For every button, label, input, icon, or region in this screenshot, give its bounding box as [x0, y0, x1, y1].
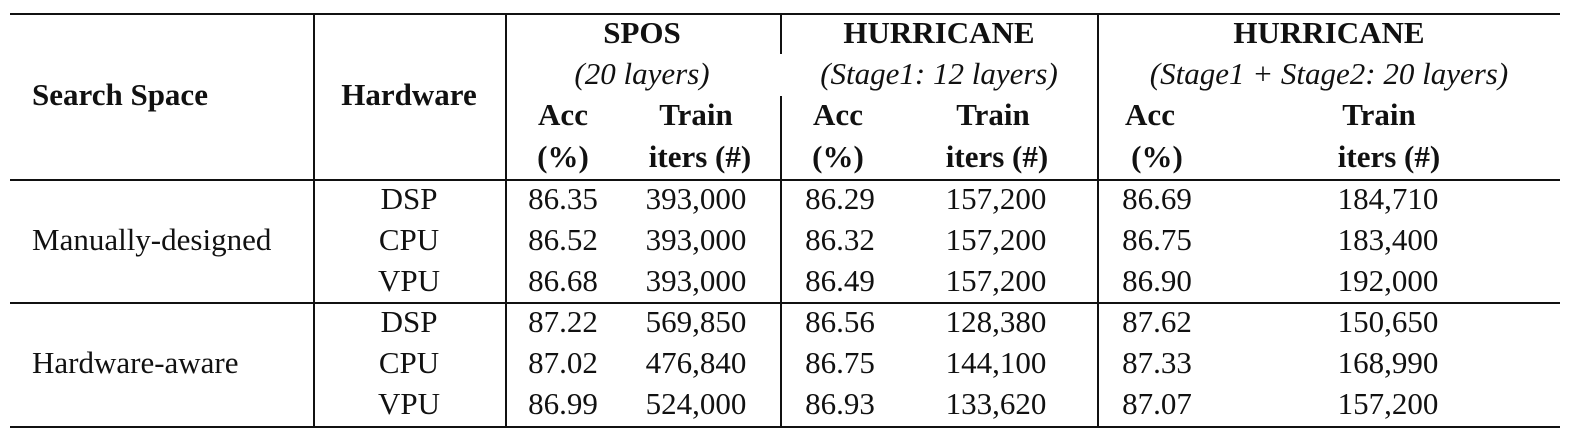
cell-stage12-iters: 184,710 [1337, 181, 1439, 216]
cell-spos-iters: 393,000 [645, 181, 747, 216]
group-title-hurricane-stage1: HURRICANE [843, 15, 1035, 50]
cell-stage1-iters: 133,620 [945, 386, 1047, 421]
cell-stage1-iters: 157,200 [945, 263, 1047, 298]
cell-stage1-acc: 86.56 [805, 304, 875, 339]
acc-header-1: Acc [538, 97, 588, 132]
cell-stage12-acc: 87.33 [1122, 345, 1192, 380]
train-header-1: Train [659, 97, 733, 132]
cell-stage12-iters: 157,200 [1337, 386, 1439, 421]
cell-stage12-iters: 183,400 [1337, 222, 1439, 257]
train-unit-2: iters (#) [945, 139, 1049, 174]
cell-spos-acc: 86.52 [528, 222, 598, 257]
hardware-header: Hardware [341, 77, 477, 112]
cell-stage12-acc: 86.90 [1122, 263, 1192, 298]
cell-spos-acc: 87.22 [528, 304, 598, 339]
train-unit-1: iters (#) [648, 139, 752, 174]
cell-stage12-iters: 192,000 [1337, 263, 1439, 298]
section-label-manually-designed: Manually-designed [32, 222, 272, 257]
cell-stage12-acc: 86.75 [1122, 222, 1192, 257]
acc-header-2: Acc [813, 97, 863, 132]
group-subtitle-spos: (20 layers) [574, 56, 710, 91]
train-unit-3: iters (#) [1337, 139, 1441, 174]
cell-stage12-iters: 168,990 [1337, 345, 1439, 380]
hardware-cell: VPU [377, 263, 441, 298]
header-rule [10, 179, 1560, 181]
hardware-cell: CPU [378, 222, 440, 257]
acc-unit-2: (%) [812, 139, 864, 174]
col-divider-2 [505, 14, 507, 427]
cell-spos-iters: 569,850 [645, 304, 747, 339]
train-header-3: Train [1342, 97, 1416, 132]
cell-stage1-iters: 128,380 [945, 304, 1047, 339]
cell-stage1-acc: 86.32 [805, 222, 875, 257]
acc-header-3: Acc [1125, 97, 1175, 132]
hardware-cell: DSP [380, 304, 438, 339]
col-divider-3 [780, 14, 782, 54]
section-rule [10, 302, 1560, 304]
hardware-cell: CPU [378, 345, 440, 380]
search-space-header: Search Space [32, 77, 208, 112]
group-subtitle-hurricane-stage12: (Stage1 + Stage2: 20 layers) [1149, 56, 1509, 91]
cell-stage12-acc: 87.62 [1122, 304, 1192, 339]
section-label-hardware-aware: Hardware-aware [32, 345, 239, 380]
cell-stage1-acc: 86.75 [805, 345, 875, 380]
cell-spos-iters: 393,000 [645, 222, 747, 257]
cell-stage1-acc: 86.93 [805, 386, 875, 421]
cell-stage12-acc: 86.69 [1122, 181, 1192, 216]
cell-spos-iters: 393,000 [645, 263, 747, 298]
cell-spos-acc: 86.35 [528, 181, 598, 216]
col-divider-1 [313, 14, 315, 427]
cell-spos-iters: 476,840 [645, 345, 747, 380]
hardware-cell: VPU [377, 386, 441, 421]
bottom-rule [10, 426, 1560, 428]
cell-spos-acc: 87.02 [528, 345, 598, 380]
cell-spos-acc: 86.68 [528, 263, 598, 298]
cell-stage1-acc: 86.29 [805, 181, 875, 216]
top-rule [10, 13, 1560, 15]
cell-stage1-iters: 157,200 [945, 181, 1047, 216]
group-title-spos: SPOS [603, 15, 681, 50]
acc-unit-3: (%) [1131, 139, 1183, 174]
cell-stage1-iters: 144,100 [945, 345, 1047, 380]
col-divider-3-lower [780, 96, 782, 427]
cell-stage12-iters: 150,650 [1337, 304, 1439, 339]
train-header-2: Train [956, 97, 1030, 132]
col-divider-4 [1097, 14, 1099, 427]
group-title-hurricane-stage12: HURRICANE [1233, 15, 1425, 50]
cell-spos-acc: 86.99 [528, 386, 598, 421]
group-subtitle-hurricane-stage1: (Stage1: 12 layers) [820, 56, 1058, 91]
cell-stage1-iters: 157,200 [945, 222, 1047, 257]
hardware-cell: DSP [380, 181, 438, 216]
cell-spos-iters: 524,000 [645, 386, 747, 421]
acc-unit-1: (%) [537, 139, 589, 174]
cell-stage1-acc: 86.49 [805, 263, 875, 298]
cell-stage12-acc: 87.07 [1122, 386, 1192, 421]
